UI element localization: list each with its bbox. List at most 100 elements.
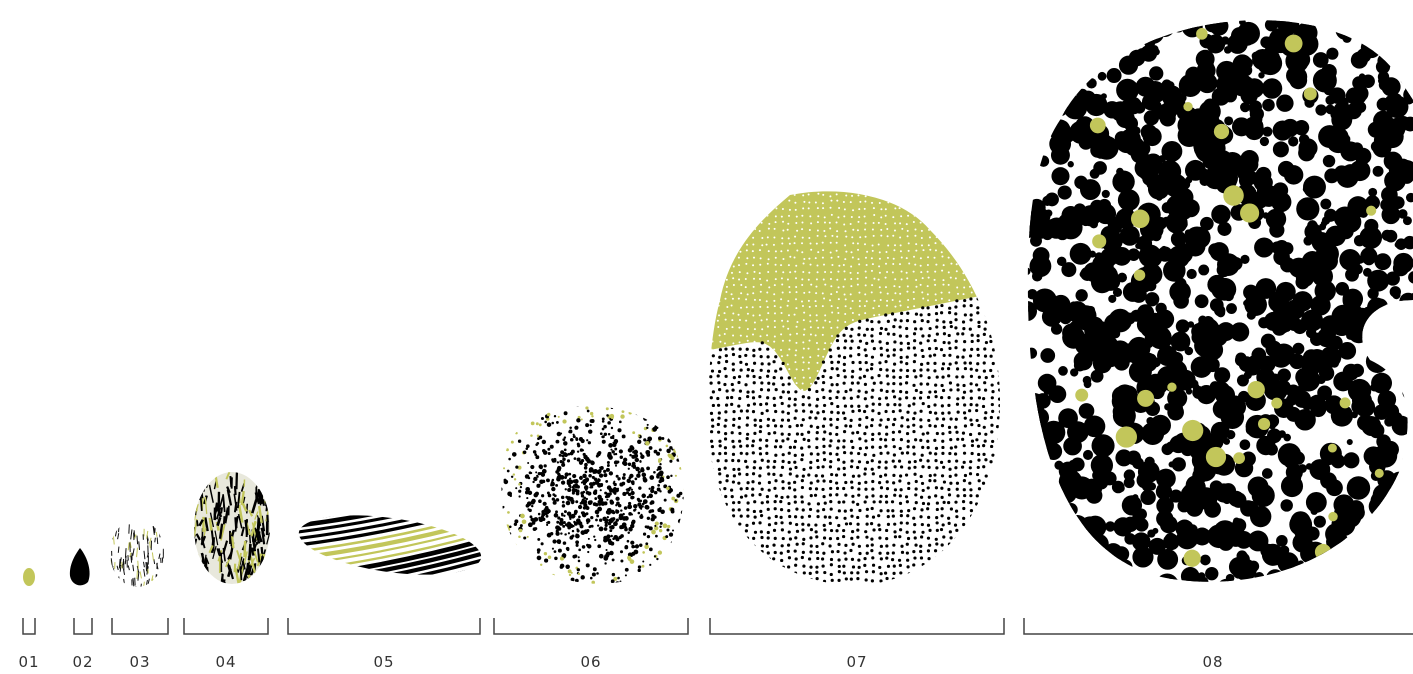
- blob: [1407, 521, 1413, 532]
- dot: [857, 487, 860, 490]
- dot: [507, 547, 509, 549]
- dot: [733, 256, 735, 258]
- dot: [842, 334, 845, 337]
- dot: [794, 194, 796, 196]
- blob: [1390, 570, 1411, 591]
- dot: [554, 415, 556, 417]
- dot: [879, 368, 882, 371]
- dot: [997, 272, 999, 274]
- stroke: [140, 571, 141, 578]
- dot: [760, 564, 763, 567]
- dot: [956, 332, 959, 335]
- dot: [710, 578, 713, 581]
- dot: [808, 445, 811, 448]
- dot: [513, 543, 517, 547]
- dot: [822, 194, 824, 196]
- dot: [638, 402, 640, 404]
- dot: [774, 445, 777, 448]
- blob: [1377, 563, 1396, 582]
- dot: [772, 473, 775, 476]
- dot: [787, 404, 790, 407]
- dot: [754, 299, 756, 301]
- dot: [552, 493, 555, 496]
- dot: [619, 449, 623, 453]
- blob: [1101, 93, 1107, 99]
- dot: [663, 523, 668, 528]
- dot: [754, 531, 757, 534]
- dot: [603, 501, 607, 505]
- dot: [717, 320, 719, 322]
- dot: [969, 522, 972, 525]
- dot: [851, 370, 854, 373]
- dot: [556, 521, 559, 524]
- dot: [725, 223, 727, 225]
- dot: [864, 348, 867, 351]
- dot: [746, 391, 749, 394]
- blob: [1065, 503, 1078, 516]
- dot: [703, 536, 706, 539]
- dot: [857, 284, 859, 286]
- blob: [1075, 583, 1086, 594]
- dot: [934, 384, 937, 387]
- dot: [950, 446, 953, 449]
- dot: [711, 488, 714, 491]
- dot: [775, 388, 778, 391]
- dot: [737, 536, 740, 539]
- blob: [1343, 293, 1360, 310]
- dot: [758, 474, 761, 477]
- dot: [948, 452, 951, 455]
- dot: [754, 418, 757, 421]
- dot: [712, 390, 715, 393]
- dot: [634, 407, 638, 411]
- dot: [716, 397, 719, 400]
- dot: [731, 243, 733, 245]
- blob: [1028, 459, 1037, 468]
- dot: [829, 480, 832, 483]
- dot: [914, 460, 917, 463]
- dot: [842, 411, 845, 414]
- dot: [871, 468, 874, 471]
- dot: [520, 486, 522, 488]
- dot: [767, 508, 770, 511]
- dot: [997, 382, 1000, 385]
- stroke: [258, 577, 259, 584]
- dot: [766, 466, 769, 469]
- dot: [630, 403, 634, 407]
- dot: [928, 544, 931, 547]
- blob: [1293, 291, 1313, 311]
- stroke: [199, 566, 200, 579]
- stroke: [138, 572, 139, 581]
- dot: [914, 327, 917, 330]
- dot: [978, 263, 980, 265]
- dot: [499, 522, 501, 524]
- dot: [814, 494, 817, 497]
- dot: [637, 503, 640, 506]
- dot: [733, 474, 736, 477]
- dot: [656, 469, 658, 471]
- blob: [1360, 570, 1371, 581]
- blob: [1187, 269, 1197, 279]
- dot: [669, 446, 672, 449]
- dot: [726, 194, 728, 196]
- dot: [991, 375, 994, 378]
- dot: [878, 566, 881, 569]
- dot: [919, 410, 922, 413]
- blob: [1363, 268, 1372, 277]
- dot: [578, 521, 582, 525]
- dot: [724, 550, 727, 553]
- blob: [1131, 287, 1147, 303]
- dot: [507, 470, 510, 473]
- dot: [653, 415, 655, 417]
- dot: [871, 356, 874, 359]
- dot: [849, 354, 852, 357]
- dot: [976, 494, 979, 497]
- dot: [857, 353, 860, 356]
- blob: [1024, 117, 1045, 138]
- dot: [954, 346, 957, 349]
- dot: [703, 500, 706, 503]
- dot: [787, 320, 789, 322]
- dot: [823, 528, 826, 531]
- dot: [985, 186, 987, 188]
- dot: [726, 202, 728, 204]
- dot: [780, 508, 783, 511]
